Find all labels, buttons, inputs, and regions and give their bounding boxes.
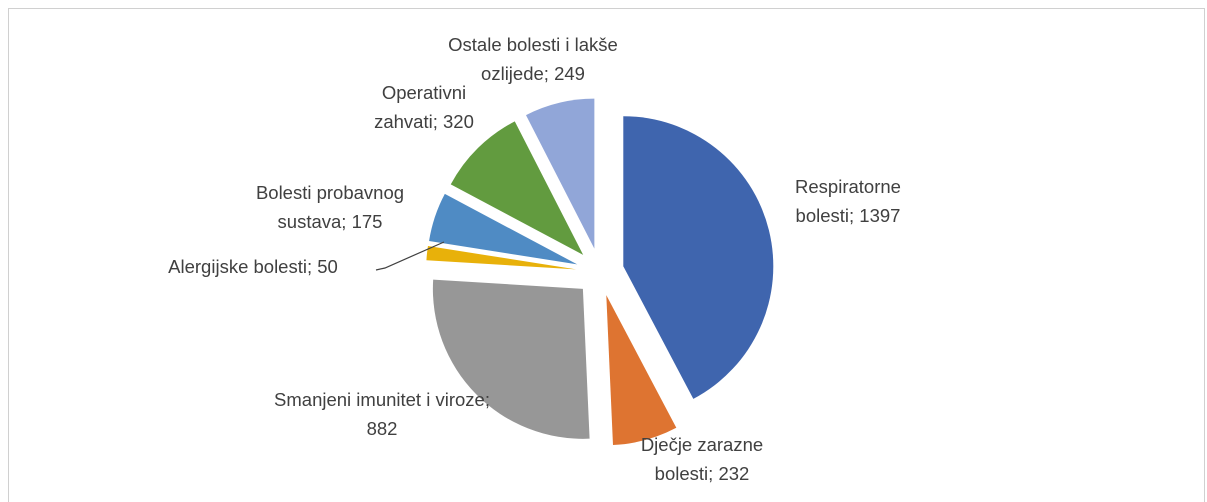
- label-value: 232: [718, 463, 750, 484]
- pie-slice: [432, 279, 590, 439]
- pie-slice: [606, 295, 677, 446]
- label-value: 320: [443, 111, 474, 132]
- label-value: 50: [317, 256, 338, 277]
- data-label: Bolesti probavnog sustava175: [230, 178, 430, 236]
- data-label: Ostale bolesti i lakše ozlijede249: [426, 30, 641, 88]
- data-label: Dječje zarazne bolesti232: [617, 430, 787, 488]
- label-value: 175: [351, 211, 383, 232]
- label-category: Ostale bolesti i lakše ozlijede: [448, 34, 618, 84]
- pie-slice: [525, 98, 595, 249]
- label-value: 882: [366, 418, 398, 439]
- leader-line: [375, 241, 445, 271]
- pie-slice: [426, 246, 577, 270]
- data-label: Smanjeni imunitet i viroze 882: [267, 385, 497, 443]
- label-category: Alergijske bolesti: [168, 256, 317, 277]
- label-value: 1397: [859, 205, 901, 226]
- chart-frame: [8, 8, 1205, 502]
- data-label: Operativni zahvati320: [362, 78, 487, 136]
- pie-slice: [623, 116, 774, 399]
- data-label: Alergijske bolesti50: [153, 252, 353, 281]
- pie-slice: [450, 121, 584, 255]
- pie-slice: [429, 193, 578, 265]
- label-category: Smanjeni imunitet i viroze: [274, 389, 490, 410]
- label-value: 249: [554, 63, 585, 84]
- data-label: Respiratorne bolesti1397: [768, 172, 928, 230]
